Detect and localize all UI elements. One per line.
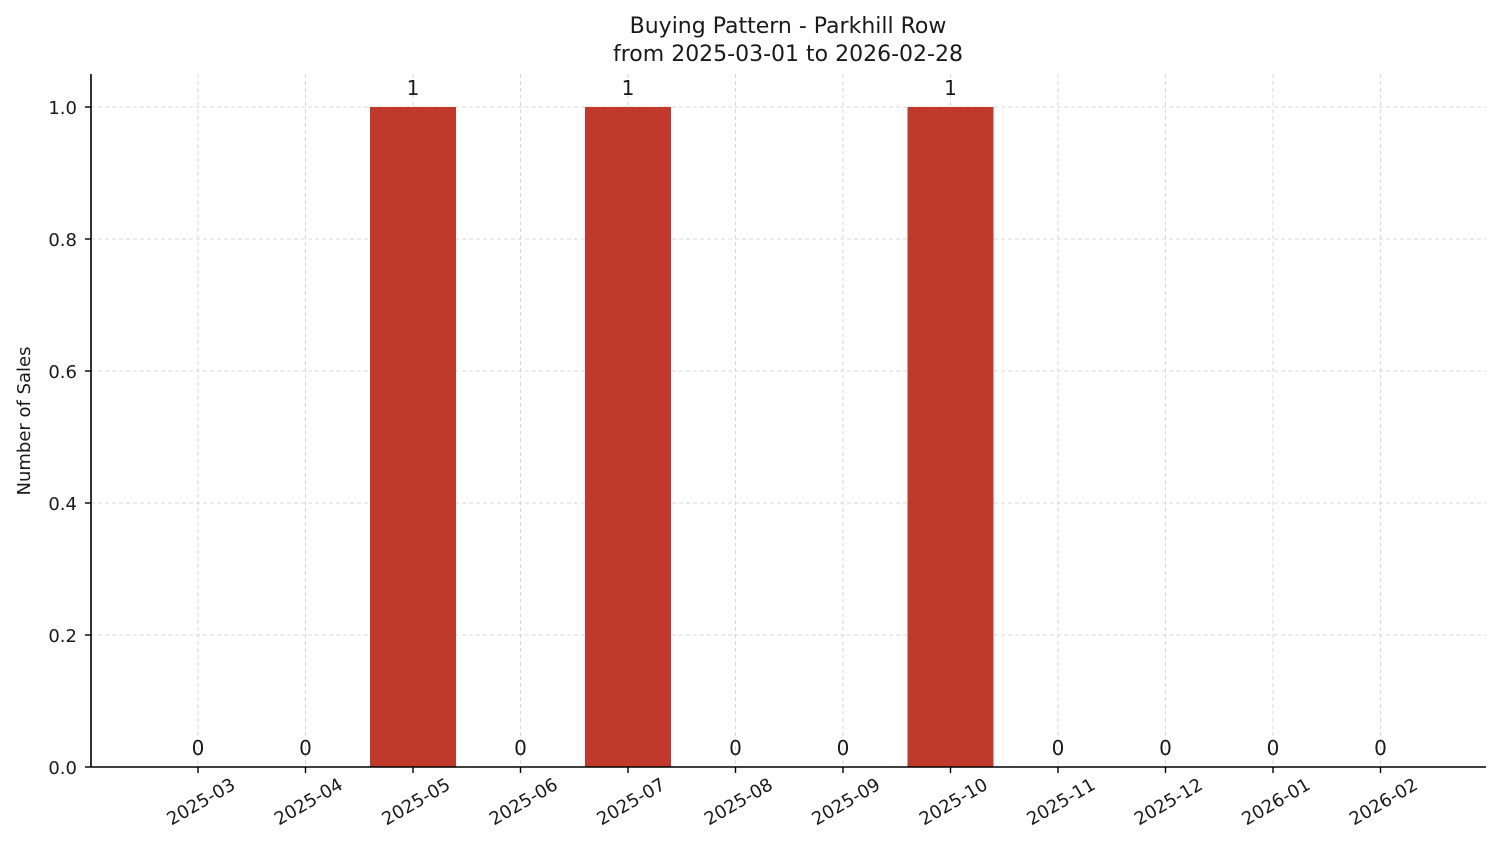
x-tick-label: 2025-06 <box>486 774 562 830</box>
x-tick-label: 2025-05 <box>378 774 454 830</box>
x-tick-label: 2025-08 <box>701 774 777 830</box>
x-tick-label: 2026-01 <box>1238 774 1314 830</box>
x-tick-label: 2025-03 <box>163 774 239 830</box>
label-layer: 0 0 1 0 1 0 0 1 0 0 0 0 <box>192 76 1387 760</box>
data-label: 0 <box>837 736 850 760</box>
bar-layer <box>370 107 994 767</box>
bar <box>907 107 994 767</box>
y-tick-label: 1.0 <box>48 98 77 119</box>
data-label: 0 <box>514 736 527 760</box>
x-tick-label: 2025-07 <box>593 774 669 830</box>
y-axis-label: Number of Sales <box>14 346 35 495</box>
data-label: 0 <box>1374 736 1387 760</box>
x-tick-label: 2025-12 <box>1131 774 1207 830</box>
x-tick-label: 2026-02 <box>1346 774 1422 830</box>
data-label: 0 <box>1052 736 1065 760</box>
chart-title: Buying Pattern - Parkhill Row <box>630 14 947 39</box>
y-tick-label: 0.6 <box>48 362 77 383</box>
chart-subtitle: from 2025-03-01 to 2026-02-28 <box>613 42 963 67</box>
data-label: 0 <box>729 736 742 760</box>
y-tick-label: 0.8 <box>48 230 77 251</box>
axis-layer: 0.0 0.2 0.4 0.6 0.8 1.0 2025-03 2025-04 2025-05 2… <box>48 74 1486 830</box>
data-label: 0 <box>1159 736 1172 760</box>
grid-layer <box>91 74 1486 768</box>
data-label: 1 <box>407 76 420 100</box>
x-tick-label: 2025-04 <box>271 774 347 830</box>
data-label: 0 <box>192 736 205 760</box>
data-label: 0 <box>1267 736 1280 760</box>
x-tick-label: 2025-10 <box>916 774 992 830</box>
x-tick-label: 2025-11 <box>1023 774 1099 830</box>
bar <box>370 107 456 767</box>
y-tick-label: 0.2 <box>48 626 77 647</box>
bar <box>585 107 671 767</box>
y-tick-label: 0.4 <box>48 494 77 515</box>
data-label: 0 <box>299 736 312 760</box>
data-label: 1 <box>944 76 957 100</box>
data-label: 1 <box>622 76 635 100</box>
x-tick-label: 2025-09 <box>808 774 884 830</box>
y-tick-label: 0.0 <box>48 758 77 779</box>
